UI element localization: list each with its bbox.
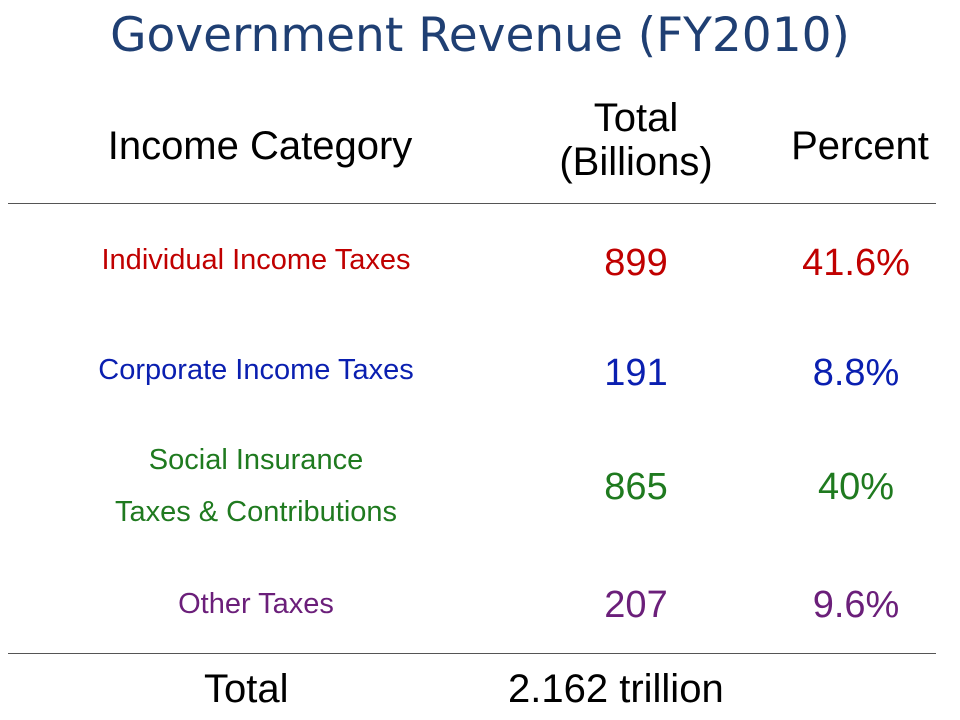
row-total-corporate: 191: [604, 352, 668, 394]
row-category-other: Other Taxes: [178, 588, 334, 620]
row-category-social-line2: Taxes & Contributions: [114, 496, 398, 528]
header-total-line1: Total: [593, 96, 679, 140]
footer-divider: [8, 653, 936, 654]
header-total: Total (Billions): [516, 96, 756, 184]
row-percent-individual: 41.6%: [802, 242, 910, 284]
footer-total-value: 2.162 trillion: [508, 667, 724, 711]
row-percent-other: 9.6%: [812, 584, 900, 626]
header-divider: [8, 203, 936, 204]
header-percent: Percent: [791, 124, 929, 168]
page-title: Government Revenue (FY2010): [110, 8, 850, 63]
row-total-other: 207: [604, 584, 668, 626]
row-category-individual: Individual Income Taxes: [101, 244, 411, 276]
row-category-corporate: Corporate Income Taxes: [98, 354, 414, 386]
header-income-category: Income Category: [107, 124, 413, 168]
footer-total-label: Total: [204, 667, 289, 711]
row-percent-social-insurance: 40%: [817, 466, 895, 508]
row-total-individual: 899: [604, 242, 668, 284]
row-category-social-insurance: Social Insurance Taxes & Contributions: [0, 434, 512, 538]
row-category-social-line1: Social Insurance: [148, 444, 364, 476]
row-total-social-insurance: 865: [604, 466, 668, 508]
row-percent-corporate: 8.8%: [812, 352, 900, 394]
header-total-line2: (Billions): [559, 140, 713, 184]
